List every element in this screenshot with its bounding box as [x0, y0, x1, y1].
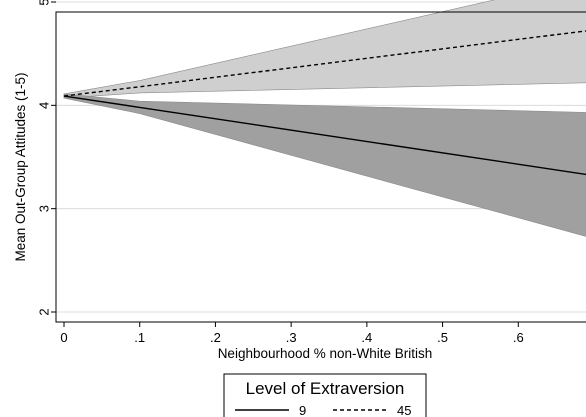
y-tick-label: 3 [37, 205, 52, 212]
legend-label-9: 9 [299, 403, 306, 417]
confidence-bands [63, 0, 586, 237]
y-axis-title: Mean Out-Group Attitudes (1-5) [13, 72, 28, 261]
y-tick-label: 5 [37, 0, 52, 6]
series-line-9 [63, 95, 586, 176]
series-line-45 [63, 30, 586, 97]
ci-band-45 [63, 0, 586, 99]
y-tick-label: 2 [37, 308, 52, 315]
x-tick-label: .5 [437, 330, 448, 345]
series-lines [63, 30, 586, 176]
legend-items: 9 45 [235, 403, 411, 417]
x-tick-label: .4 [361, 330, 372, 345]
legend-title: Level of Extraversion [246, 379, 405, 398]
x-tick-label: .1 [134, 330, 145, 345]
x-tick-label: .6 [513, 330, 524, 345]
ci-band-9 [63, 93, 586, 237]
x-tick-label: 0 [60, 330, 67, 345]
y-tick-label: 4 [37, 102, 52, 109]
x-axis-title: Neighbourhood % non-White British [218, 346, 433, 361]
x-tick-label: .3 [286, 330, 297, 345]
legend-label-45: 45 [397, 403, 411, 417]
x-tick-label: .2 [210, 330, 221, 345]
legend: Level of Extraversion 9 45 [223, 373, 427, 417]
